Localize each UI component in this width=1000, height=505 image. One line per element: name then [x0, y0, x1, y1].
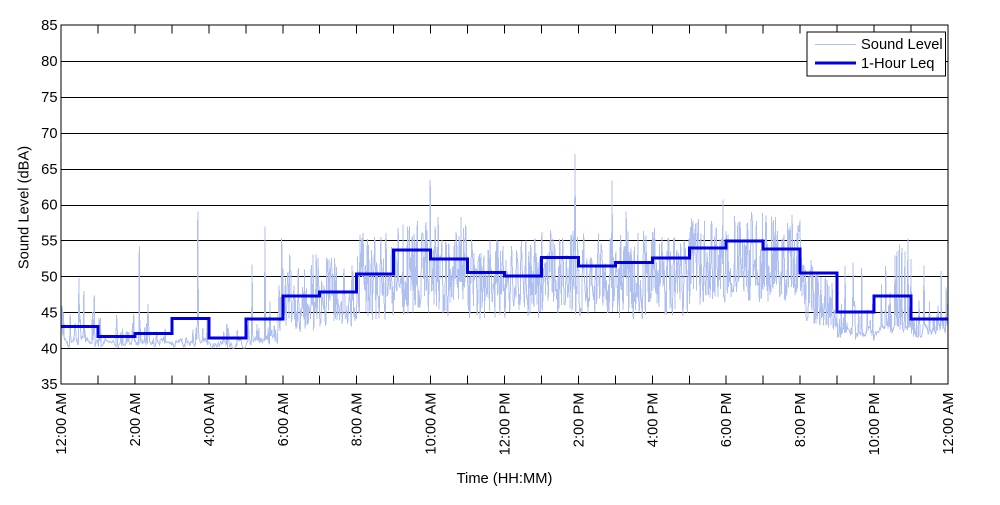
svg-text:12:00 AM: 12:00 AM: [54, 393, 70, 455]
svg-text:70: 70: [41, 126, 57, 142]
svg-text:2:00 AM: 2:00 AM: [128, 393, 144, 447]
svg-text:4:00 AM: 4:00 AM: [202, 393, 218, 447]
svg-text:6:00 AM: 6:00 AM: [276, 393, 292, 447]
svg-text:Sound Level: Sound Level: [861, 37, 943, 53]
svg-text:12:00 AM: 12:00 AM: [941, 393, 957, 455]
svg-text:Time (HH:MM): Time (HH:MM): [457, 471, 553, 487]
svg-text:60: 60: [41, 198, 57, 214]
svg-text:Sound Level (dBA): Sound Level (dBA): [17, 146, 33, 269]
svg-text:2:00 PM: 2:00 PM: [571, 393, 587, 448]
svg-text:4:00 PM: 4:00 PM: [645, 393, 661, 448]
svg-text:8:00 AM: 8:00 AM: [350, 393, 366, 447]
svg-text:1-Hour Leq: 1-Hour Leq: [861, 56, 934, 72]
svg-text:10:00 PM: 10:00 PM: [867, 393, 883, 456]
svg-text:6:00 PM: 6:00 PM: [719, 393, 735, 448]
svg-text:45: 45: [41, 305, 57, 321]
svg-text:40: 40: [41, 341, 57, 357]
svg-text:80: 80: [41, 54, 57, 70]
svg-text:50: 50: [41, 270, 57, 286]
svg-text:12:00 PM: 12:00 PM: [498, 393, 514, 456]
svg-text:35: 35: [41, 377, 57, 393]
svg-text:10:00 AM: 10:00 AM: [424, 393, 440, 455]
svg-text:65: 65: [41, 162, 57, 178]
svg-text:55: 55: [41, 234, 57, 250]
svg-text:75: 75: [41, 90, 57, 106]
svg-text:8:00 PM: 8:00 PM: [793, 393, 809, 448]
svg-text:85: 85: [41, 18, 57, 34]
